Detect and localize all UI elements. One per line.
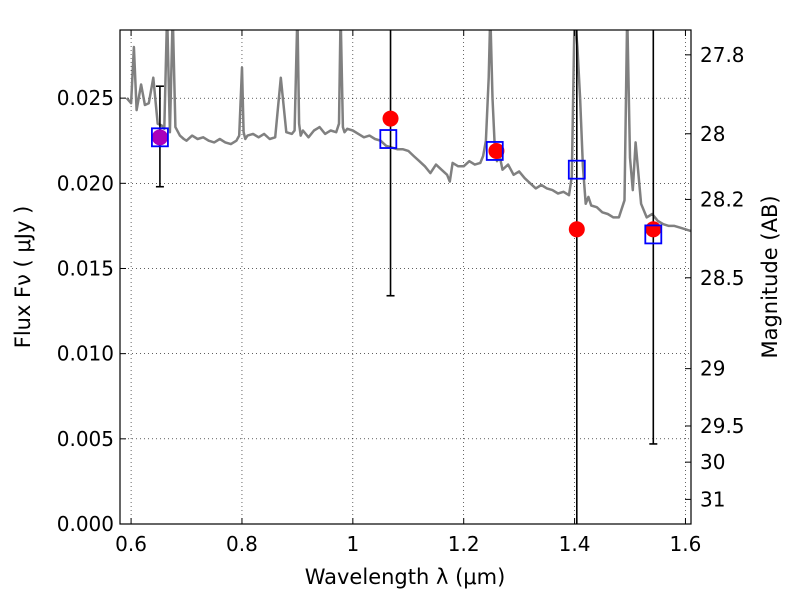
right-tick-label: 28.2: [700, 187, 745, 211]
y-tick-label: 0.000: [57, 512, 114, 536]
model-photometry-point: [567, 159, 586, 180]
model-photometry-point: [485, 141, 504, 161]
y-tick-label: 0.020: [57, 171, 114, 195]
model-photometry-point: [644, 224, 663, 245]
observed-point: [382, 110, 399, 127]
right-tick-label: 31: [700, 487, 725, 511]
x-tick-label: 1.6: [670, 532, 702, 556]
x-axis-label: Wavelength λ (μm): [305, 565, 506, 589]
y-tick-label: 0.015: [57, 256, 114, 280]
y-tick-label: 0.010: [57, 342, 114, 366]
x-tick-label: 0.6: [115, 532, 147, 556]
right-tick-label: 29: [700, 357, 725, 381]
y-tick-label: 0.005: [57, 427, 114, 451]
plot-frame: [119, 29, 692, 525]
right-tick-label: 28: [700, 122, 725, 146]
y-axis-label: Flux Fν ( μJy ): [11, 206, 35, 349]
axis-ticks: 0.6 0.8 1 1.2 1.4 1.6 0.000 0.005 0.010 0.015 0.02…: [57, 30, 745, 556]
right-tick-label: 30: [700, 450, 725, 474]
model-spectrum-line: [125, 30, 691, 233]
x-tick-label: 1: [346, 532, 359, 556]
x-tick-label: 1.2: [448, 532, 480, 556]
x-tick-label: 1.4: [559, 532, 591, 556]
model-photometry-point: [379, 129, 398, 149]
observed-point: [645, 221, 662, 238]
model-photometry-point: [151, 127, 169, 148]
observed-point: [488, 142, 505, 159]
right-tick-label: 28.5: [700, 266, 745, 290]
grid: [120, 30, 691, 525]
right-tick-label: 29.5: [700, 414, 745, 438]
y-tick-label: 0.025: [57, 86, 114, 110]
right-tick-label: 27.8: [700, 43, 745, 67]
x-tick-label: 0.8: [226, 532, 258, 556]
observed-point: [151, 129, 168, 146]
right-axis-label: Magnitude (AB): [758, 195, 782, 358]
plot-area: [125, 30, 691, 524]
observed-point: [568, 221, 585, 238]
